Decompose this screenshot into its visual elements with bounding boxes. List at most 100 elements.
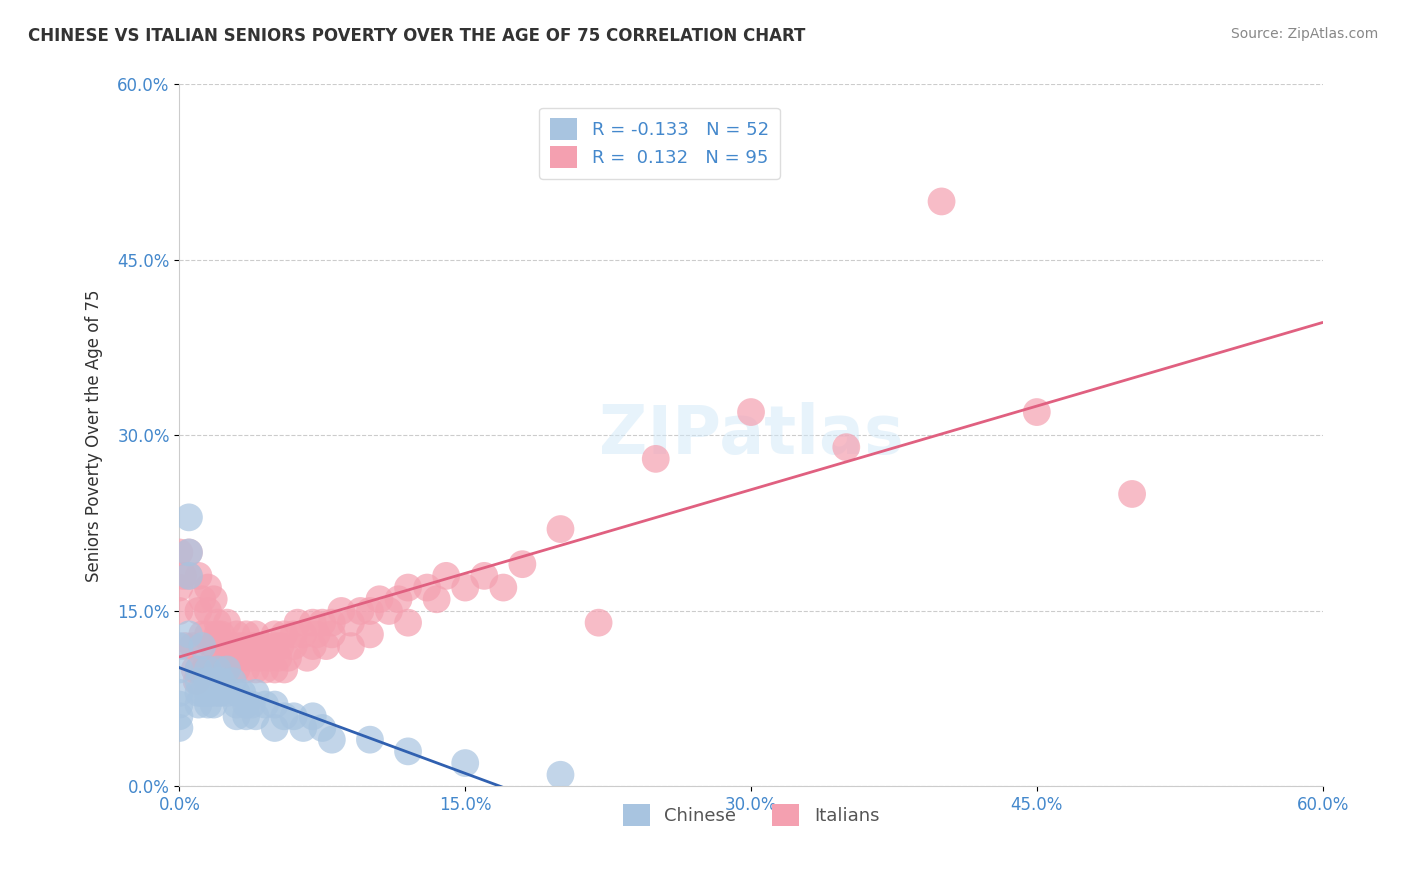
Point xyxy=(169,639,191,653)
Point xyxy=(169,709,191,723)
Point xyxy=(207,663,229,677)
Point xyxy=(454,581,477,595)
Point xyxy=(254,639,277,653)
Point xyxy=(235,627,257,641)
Point xyxy=(330,604,353,618)
Point xyxy=(311,615,333,630)
Point xyxy=(177,569,200,583)
Point xyxy=(177,545,200,559)
Point xyxy=(273,709,295,723)
Point xyxy=(249,650,271,665)
Point xyxy=(187,674,209,689)
Point xyxy=(254,663,277,677)
Point xyxy=(174,639,197,653)
Point xyxy=(273,627,295,641)
Point xyxy=(235,663,257,677)
Point xyxy=(240,639,263,653)
Point xyxy=(239,650,262,665)
Point xyxy=(225,686,247,700)
Point xyxy=(215,663,238,677)
Point xyxy=(187,663,209,677)
Point xyxy=(169,581,191,595)
Point xyxy=(434,569,457,583)
Point xyxy=(197,604,219,618)
Point xyxy=(172,569,194,583)
Point xyxy=(207,615,229,630)
Point xyxy=(169,698,191,712)
Point xyxy=(207,627,229,641)
Point xyxy=(321,627,343,641)
Point xyxy=(378,604,401,618)
Point xyxy=(219,639,242,653)
Point xyxy=(267,650,290,665)
Point xyxy=(201,686,224,700)
Point xyxy=(396,744,419,758)
Point xyxy=(222,650,245,665)
Point xyxy=(197,581,219,595)
Text: Source: ZipAtlas.com: Source: ZipAtlas.com xyxy=(1230,27,1378,41)
Point xyxy=(387,592,409,607)
Point xyxy=(177,545,200,559)
Point xyxy=(201,639,224,653)
Point xyxy=(169,545,191,559)
Point xyxy=(269,639,291,653)
Point xyxy=(202,639,225,653)
Point xyxy=(197,663,219,677)
Point xyxy=(292,721,315,735)
Point xyxy=(301,709,323,723)
Point xyxy=(222,674,245,689)
Point xyxy=(235,698,257,712)
Point xyxy=(225,627,247,641)
Point xyxy=(207,674,229,689)
Point xyxy=(197,663,219,677)
Point xyxy=(231,686,253,700)
Point xyxy=(301,615,323,630)
Point xyxy=(292,627,315,641)
Point xyxy=(240,698,263,712)
Point xyxy=(225,709,247,723)
Point xyxy=(177,510,200,524)
Point xyxy=(550,522,572,536)
Point xyxy=(315,639,337,653)
Point xyxy=(215,615,238,630)
Point xyxy=(231,639,253,653)
Point xyxy=(263,721,285,735)
Point xyxy=(245,627,267,641)
Point xyxy=(301,639,323,653)
Point xyxy=(416,581,439,595)
Point xyxy=(245,639,267,653)
Point xyxy=(835,440,858,454)
Point xyxy=(187,569,209,583)
Point xyxy=(207,663,229,677)
Point xyxy=(492,581,515,595)
Point xyxy=(197,627,219,641)
Point xyxy=(283,639,305,653)
Point xyxy=(191,686,214,700)
Point xyxy=(225,698,247,712)
Point xyxy=(169,604,191,618)
Point xyxy=(359,732,381,747)
Point xyxy=(396,581,419,595)
Point xyxy=(215,663,238,677)
Point xyxy=(225,639,247,653)
Point xyxy=(340,615,363,630)
Point xyxy=(340,639,363,653)
Point xyxy=(550,768,572,782)
Point xyxy=(235,709,257,723)
Point xyxy=(245,709,267,723)
Point xyxy=(187,604,209,618)
Point xyxy=(215,686,238,700)
Legend: Chinese, Italians: Chinese, Italians xyxy=(616,797,887,834)
Point xyxy=(263,698,285,712)
Point xyxy=(359,627,381,641)
Point xyxy=(187,698,209,712)
Point xyxy=(263,663,285,677)
Point xyxy=(191,627,214,641)
Point xyxy=(359,604,381,618)
Y-axis label: Seniors Poverty Over the Age of 75: Seniors Poverty Over the Age of 75 xyxy=(86,289,103,582)
Point xyxy=(229,650,252,665)
Point xyxy=(187,663,209,677)
Point xyxy=(209,674,232,689)
Text: CHINESE VS ITALIAN SENIORS POVERTY OVER THE AGE OF 75 CORRELATION CHART: CHINESE VS ITALIAN SENIORS POVERTY OVER … xyxy=(28,27,806,45)
Point xyxy=(177,569,200,583)
